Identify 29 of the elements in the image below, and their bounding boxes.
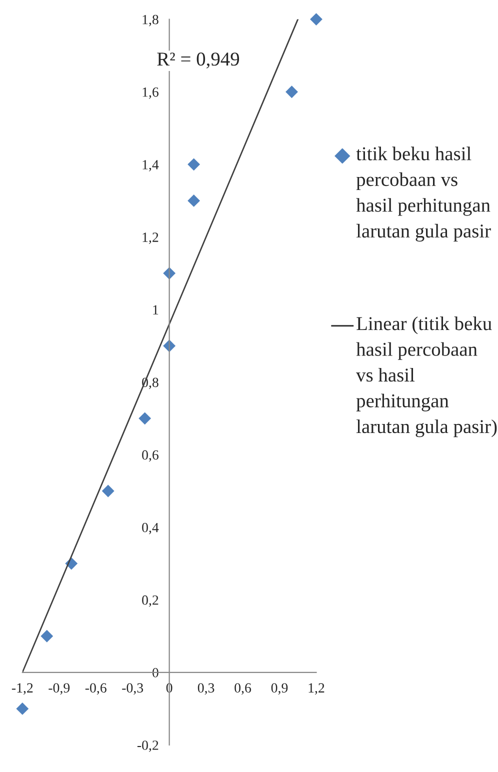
x-tick-label: 0,9 <box>271 683 288 695</box>
x-tick-label: 0,3 <box>198 683 214 695</box>
x-tick-label: 0 <box>166 683 172 693</box>
x-tick-label: -0,6 <box>85 683 106 695</box>
y-tick-label: 0,6 <box>142 450 158 462</box>
x-tick-label: -0,9 <box>48 683 70 695</box>
y-tick-label: 0,4 <box>142 522 159 534</box>
point <box>138 412 152 425</box>
y-tick-label: -0,2 <box>137 740 158 752</box>
annotation: R² = 0,949 <box>157 52 240 68</box>
y-tick-label: 1 <box>153 305 158 314</box>
point <box>310 13 322 26</box>
legend-label: titik beku hasil percobaan vs hasil perhitungan larutan gula pasir <box>356 146 491 242</box>
point <box>188 194 200 207</box>
legend-label: Linear (titik beku hasil percobaan vs hasil perhitungan larutan gula pasir) <box>356 316 497 438</box>
y-tick-label: 0,2 <box>142 595 158 607</box>
x-tick-label: -1,2 <box>12 683 33 695</box>
point <box>102 484 114 498</box>
x-tick-label: 0,6 <box>234 683 252 695</box>
point <box>188 158 200 171</box>
point <box>40 630 54 642</box>
x-tick-label: -0,3 <box>122 683 144 695</box>
y-tick-label: 1,4 <box>142 160 159 172</box>
y-tick-label: 1,8 <box>142 14 158 26</box>
y-tick-label: 1,6 <box>142 87 158 99</box>
point <box>286 86 298 98</box>
x-tick-label: 1,2 <box>308 683 324 695</box>
point <box>16 702 29 715</box>
y-tick-label: 1,2 <box>142 232 158 244</box>
